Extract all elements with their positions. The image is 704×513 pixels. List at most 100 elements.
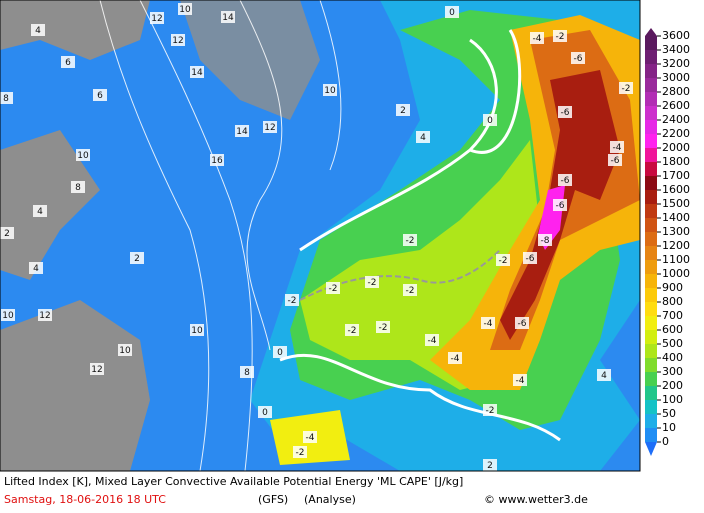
label-box [76,149,90,161]
label-box [530,32,544,44]
label-box [323,84,337,96]
label-box [608,154,622,166]
gray-area [0,300,150,471]
map-label: 10 [119,346,131,356]
map-label: -4 [533,34,542,44]
map-label: 0 [449,8,455,18]
label-box [1,309,15,321]
legend: 3600340032003000280026002400220020001800… [645,28,690,456]
map-label: 2 [134,254,140,264]
label-box [396,104,410,116]
label-box [61,56,75,68]
label-box [326,282,340,294]
map-label: -4 [428,336,437,346]
label-box [178,3,192,15]
legend-swatch [645,190,657,204]
map-label: 4 [35,26,41,36]
footer-credit: © www.wetter3.de [484,493,588,506]
label-box [240,366,254,378]
legend-label: 800 [662,295,683,308]
label-box [553,199,567,211]
legend-swatch [645,176,657,190]
legend-swatch [645,64,657,78]
map-label: 14 [236,127,248,137]
label-box [33,205,47,217]
label-box [448,352,462,364]
label-box [29,262,43,274]
map-label: 12 [151,14,162,24]
contour [139,0,253,472]
legend-swatch [645,386,657,400]
map-label: 8 [3,94,9,104]
label-box [483,114,497,126]
legend-label: 500 [662,337,683,350]
map-label: 14 [222,13,234,23]
legend-swatch [645,204,657,218]
map-label: -2 [406,286,415,296]
legend-swatch [645,274,657,288]
legend-swatch [645,288,657,302]
map-label: -2 [406,236,415,246]
map-label: -2 [379,323,388,333]
legend-cap [645,28,657,36]
label-box [416,131,430,143]
legend-swatch [645,428,657,442]
label-box [235,125,249,137]
map-label: -6 [518,319,527,329]
footer-description: Lifted Index [K], Mixed Layer Convective… [4,475,463,488]
contour [239,0,283,351]
legend-swatch [645,134,657,148]
legend-label: 1500 [662,197,690,210]
map-label: 6 [65,58,71,68]
legend-label: 200 [662,379,683,392]
legend-swatch [645,302,657,316]
map-label: -2 [288,296,297,306]
map-label: 8 [244,368,250,378]
legend-swatch [645,162,657,176]
label-box [38,309,52,321]
label-box [171,34,185,46]
label-box [571,52,585,64]
legend-label: 1700 [662,169,690,182]
map-label: 16 [211,156,223,166]
footer-run: (Analyse) [304,493,356,506]
map-label: 12 [172,36,183,46]
legend-swatch [645,330,657,344]
map-label: 12 [91,365,102,375]
label-box [553,30,567,42]
label-box [619,82,633,94]
map-label: 2 [400,106,406,116]
label-box [93,89,107,101]
label-box [610,141,624,153]
map-labels: 12 10 14 12 14 4 6 6 8 10 8 4 2 4 2 10 12 10 12 10 16 14 12 10 2… [0,3,633,471]
legend-label: 2600 [662,99,690,112]
map-label: -6 [574,54,583,64]
legend-swatch [645,400,657,414]
label-box [483,404,497,416]
label-box [190,324,204,336]
contour [99,0,210,472]
legend-label: 3600 [662,29,690,42]
label-box [285,294,299,306]
label-box [425,334,439,346]
label-box [258,406,272,418]
legend-swatch [645,232,657,246]
footer-model: (GFS) [258,493,288,506]
map-label: 14 [191,68,203,78]
map-label: 10 [77,151,89,161]
legend-label: 0 [662,435,669,448]
label-box [0,92,13,104]
label-box [365,276,379,288]
map-frame [0,0,641,472]
map-label: -2 [348,326,357,336]
legend-label: 3200 [662,57,690,70]
label-box [558,174,572,186]
label-box [403,234,417,246]
legend-label: 1100 [662,253,690,266]
map-label: -2 [499,256,508,266]
legend-label: 3000 [662,71,690,84]
map-label: 4 [420,133,426,143]
legend-label: 300 [662,365,683,378]
map-label: -4 [451,354,460,364]
